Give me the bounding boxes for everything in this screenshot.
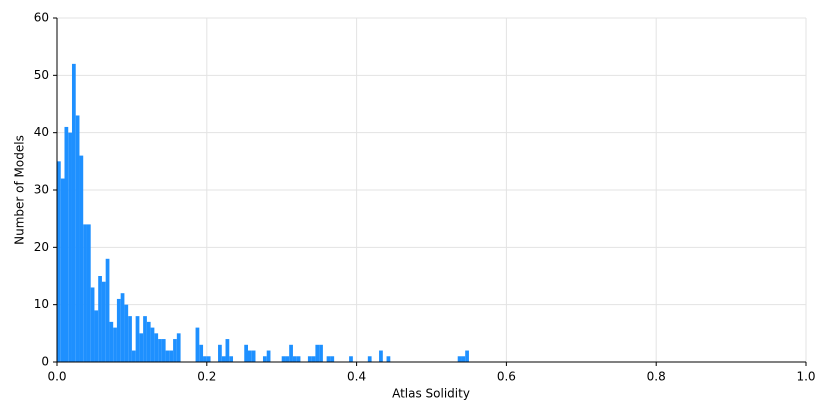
bar [150, 327, 155, 362]
y-tick-label: 50 [34, 68, 49, 82]
bar [154, 333, 159, 362]
bar [90, 287, 95, 362]
bar [124, 304, 129, 362]
bar [71, 63, 76, 362]
bar [68, 132, 72, 362]
x-tick-label: 0.6 [497, 370, 516, 384]
bar [131, 350, 136, 362]
bar [165, 350, 170, 362]
x-tick-label: 0.4 [347, 370, 366, 384]
bar [98, 276, 102, 362]
bar [367, 356, 372, 362]
bar [262, 356, 267, 362]
bar [128, 316, 132, 362]
bar [94, 310, 99, 362]
bar [315, 344, 320, 362]
x-tick-label: 0.2 [197, 370, 216, 384]
x-tick-label: 0.8 [647, 370, 666, 384]
bar [79, 155, 84, 362]
y-tick-label: 60 [34, 11, 49, 25]
bar [169, 350, 174, 362]
bar [143, 316, 147, 362]
bar [218, 344, 222, 362]
bar [386, 356, 391, 362]
bar [266, 350, 271, 362]
bar [83, 224, 87, 362]
bar [292, 356, 297, 362]
bar [64, 126, 69, 362]
bar [173, 339, 177, 362]
bar [199, 344, 204, 362]
bar [229, 356, 234, 362]
x-axis-label: Atlas Solidity [392, 387, 470, 401]
bar [57, 161, 61, 362]
bar [161, 339, 166, 362]
bar [330, 356, 335, 362]
bar [120, 293, 125, 362]
bar [247, 350, 252, 362]
bar [326, 356, 331, 362]
bar [296, 356, 301, 362]
bar [135, 316, 140, 362]
bar [101, 281, 106, 362]
bar [146, 321, 151, 362]
bar [281, 356, 286, 362]
x-tick-label: 0.0 [47, 370, 66, 384]
bar [289, 344, 293, 362]
x-tick-label: 1.0 [796, 370, 815, 384]
bar [86, 224, 91, 362]
bar [113, 327, 117, 362]
bar [105, 258, 110, 362]
bar [307, 356, 312, 362]
bar [311, 356, 316, 362]
bar [244, 344, 248, 362]
bar [457, 356, 462, 362]
y-tick-label: 40 [34, 125, 49, 139]
bar [225, 339, 230, 362]
bar [206, 356, 211, 362]
y-tick-label: 20 [34, 240, 49, 254]
bar [109, 321, 114, 362]
bar [139, 333, 144, 362]
y-axis-label: Number of Models [13, 135, 27, 245]
bar [251, 350, 256, 362]
bar [379, 350, 383, 362]
bar [285, 356, 290, 362]
bar [75, 115, 80, 362]
bar [158, 339, 162, 362]
bar [116, 298, 121, 362]
bar [461, 356, 466, 362]
bar [221, 356, 226, 362]
bar [195, 327, 200, 362]
bar [319, 344, 323, 362]
y-tick-label: 0 [41, 355, 49, 369]
y-tick-label: 30 [34, 183, 49, 197]
bar [60, 178, 65, 362]
bar [176, 333, 181, 362]
bar [465, 350, 469, 362]
y-tick-label: 10 [34, 297, 49, 311]
bar [203, 356, 207, 362]
bar [349, 356, 353, 362]
